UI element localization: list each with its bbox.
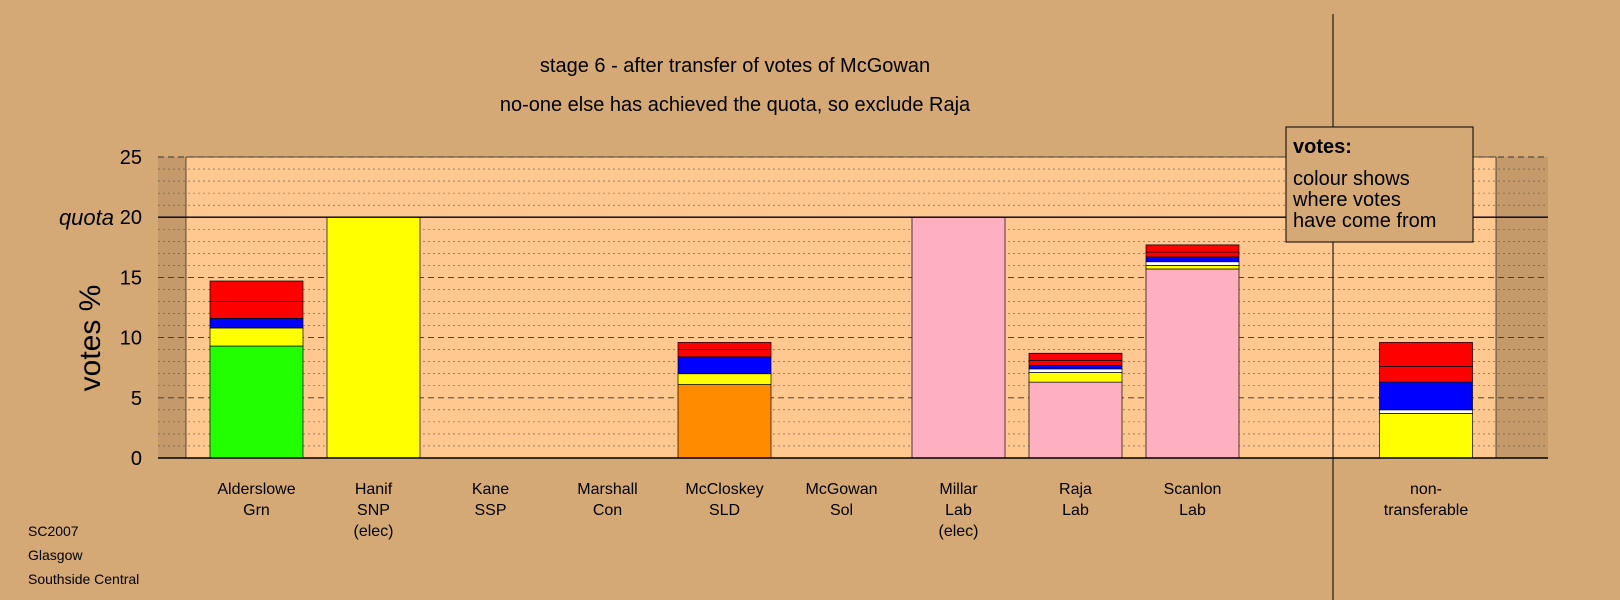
bar-stack: [1379, 342, 1473, 459]
bar-stack: [326, 216, 421, 459]
bar-segment: [1028, 364, 1123, 370]
bar-segment: [1379, 381, 1473, 411]
category-label-line: (elec): [938, 523, 978, 540]
legend-box: [1285, 126, 1474, 243]
bar-segment: [677, 342, 772, 350]
category-label-line: SSP: [474, 502, 506, 519]
category-labels: Alderslowe Grn Hanif SNP (elec) Kane SSP Marsha…: [217, 481, 1468, 540]
bar-stack: [1028, 352, 1123, 459]
category-label: Millar Lab (elec): [938, 481, 978, 540]
bar-segment: [209, 345, 304, 459]
category-label: Marshall Con: [577, 481, 637, 519]
category-label-line: Kane: [472, 481, 509, 498]
bar-segment: [1379, 342, 1473, 367]
bar-segment: [209, 280, 304, 302]
legend-title: votes:: [1293, 136, 1352, 158]
footer-line-3: Southside Central: [28, 571, 139, 587]
y-tick-label: 20: [120, 207, 142, 229]
category-label: Alderslowe Grn: [217, 481, 295, 519]
bar-segment: [677, 349, 772, 358]
category-label: Scanlon Lab: [1164, 481, 1222, 519]
bar-segment: [677, 384, 772, 459]
bar-stack: [209, 280, 304, 459]
category-label: non-transferable: [1384, 481, 1469, 519]
bar-stack: [1145, 244, 1240, 459]
bar-segment: [1028, 372, 1123, 383]
bar-stack: [911, 216, 1006, 459]
category-label: Raja Lab: [1059, 481, 1092, 519]
bar-segment: [1145, 268, 1240, 459]
category-label: McCloskey SLD: [685, 481, 763, 519]
y-axis-label: votes %: [74, 285, 107, 392]
bar-segment: [1028, 368, 1123, 373]
bar-segment: [1145, 261, 1240, 266]
category-label: Hanif SNP (elec): [353, 481, 393, 540]
legend-line-2: where votes: [1292, 189, 1401, 211]
chart-title: stage 6 - after transfer of votes of McG…: [540, 55, 930, 77]
bar-segment: [677, 373, 772, 385]
category-label-line: Alderslowe: [217, 481, 295, 498]
axes: 0 5 10 15 20 25: [120, 14, 1548, 600]
category-label-line: non-: [1410, 481, 1442, 498]
bar-segment: [1379, 366, 1473, 383]
bar-segment: [1028, 360, 1123, 366]
category-label-line: Hanif: [355, 481, 393, 498]
y-tick-label: 0: [131, 448, 142, 470]
category-label-line: SNP: [357, 502, 390, 519]
bar-segment: [209, 327, 304, 347]
y-tick-label: 15: [120, 267, 142, 289]
bar-segment: [1145, 251, 1240, 258]
category-label-line: Lab: [945, 502, 972, 519]
category-label-line: Marshall: [577, 481, 637, 498]
bar-segment: [1028, 352, 1123, 361]
legend-line-1: colour shows: [1293, 168, 1410, 190]
category-label-line: Lab: [1179, 502, 1206, 519]
bar-segment: [209, 301, 304, 319]
bar-segment: [209, 317, 304, 329]
category-label-line: McCloskey: [685, 481, 763, 498]
footer-line-1: SC2007: [28, 523, 79, 539]
bar-segment: [1145, 244, 1240, 253]
bars: [209, 216, 1473, 459]
legend: votes: colour shows where votes have com…: [1285, 126, 1474, 243]
category-label-line: SLD: [709, 502, 740, 519]
category-label-line: Millar: [939, 481, 978, 498]
category-label-line: Lab: [1062, 502, 1089, 519]
legend-line-3: have come from: [1293, 210, 1436, 232]
category-label-line: Con: [593, 502, 622, 519]
bar-segment: [326, 216, 421, 459]
bar-segment: [1145, 265, 1240, 270]
bar-segment: [677, 356, 772, 375]
bar-segment: [1379, 413, 1473, 459]
category-label-line: Raja: [1059, 481, 1092, 498]
category-label-line: McGowan: [805, 481, 877, 498]
bar-segment: [911, 216, 1006, 459]
category-label-line: Grn: [243, 502, 270, 519]
category-label: McGowan Sol: [805, 481, 877, 519]
category-label-line: transferable: [1384, 502, 1469, 519]
y-tick-label: 10: [120, 328, 142, 350]
category-label: Kane SSP: [472, 481, 509, 519]
bar-segment: [1379, 409, 1473, 414]
category-label-line: Sol: [830, 502, 853, 519]
category-label-line: Scanlon: [1164, 481, 1222, 498]
bar-stack: [677, 342, 772, 459]
footer-line-2: Glasgow: [28, 547, 83, 563]
y-tick-label: 25: [120, 147, 142, 169]
y-tick-label: 5: [131, 388, 142, 410]
bar-segment: [1145, 256, 1240, 263]
bar-segment: [1028, 381, 1123, 459]
quota-label: quota: [59, 205, 114, 230]
chart-subtitle: no-one else has achieved the quota, so e…: [500, 94, 971, 116]
category-label-line: (elec): [353, 523, 393, 540]
